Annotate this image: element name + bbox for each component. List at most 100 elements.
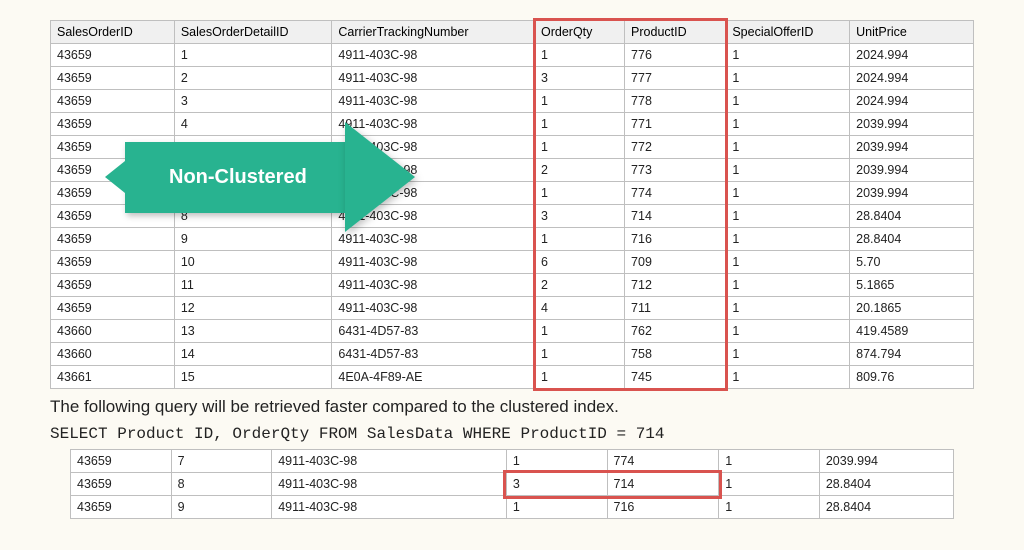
cell: 809.76: [850, 366, 974, 389]
cell: 3: [535, 67, 625, 90]
col-header: SpecialOfferID: [726, 21, 850, 44]
cell: 1: [719, 496, 820, 519]
cell: 2024.994: [850, 67, 974, 90]
arrow-label: Non-Clustered: [125, 142, 345, 213]
cell: 1: [535, 136, 625, 159]
cell: 1: [535, 182, 625, 205]
cell: 43661: [51, 366, 175, 389]
cell: 1: [174, 44, 332, 67]
cell: 874.794: [850, 343, 974, 366]
cell: 1: [506, 450, 607, 473]
cell: 3: [535, 205, 625, 228]
sql-query: SELECT Product ID, OrderQty FROM SalesDa…: [50, 425, 974, 443]
cell: 43659: [51, 274, 175, 297]
table-row: 4365994911-403C-981716128.8404: [71, 496, 954, 519]
cell: 43659: [71, 450, 172, 473]
cell: 1: [726, 228, 850, 251]
cell: 2024.994: [850, 90, 974, 113]
cell: 28.8404: [819, 496, 953, 519]
cell: 4911-403C-98: [272, 496, 507, 519]
cell: 1: [535, 366, 625, 389]
cell: 773: [625, 159, 726, 182]
cell: 777: [625, 67, 726, 90]
table-row: 43661154E0A-4F89-AE17451809.76: [51, 366, 974, 389]
cell: 13: [174, 320, 332, 343]
cell: 1: [535, 44, 625, 67]
cell: 3: [506, 473, 607, 496]
cell: 716: [607, 496, 719, 519]
cell: 1: [719, 473, 820, 496]
table-row: 4365914911-403C-98177612024.994: [51, 44, 974, 67]
cell: 2: [535, 159, 625, 182]
cell: 4911-403C-98: [332, 297, 535, 320]
cell: 2039.994: [850, 182, 974, 205]
table-row: 43660136431-4D57-8317621419.4589: [51, 320, 974, 343]
cell: 9: [171, 496, 272, 519]
cell: 1: [726, 320, 850, 343]
cell: 771: [625, 113, 726, 136]
cell: 43659: [51, 297, 175, 320]
cell: 2039.994: [850, 113, 974, 136]
col-header: CarrierTrackingNumber: [332, 21, 535, 44]
cell: 1: [535, 320, 625, 343]
cell: 43660: [51, 320, 175, 343]
cell: 762: [625, 320, 726, 343]
cell: 5.70: [850, 251, 974, 274]
cell: 12: [174, 297, 332, 320]
non-clustered-arrow: Non-Clustered: [125, 122, 415, 232]
cell: 778: [625, 90, 726, 113]
cell: 1: [726, 297, 850, 320]
cell: 43659: [71, 473, 172, 496]
cell: 6431-4D57-83: [332, 320, 535, 343]
cell: 712: [625, 274, 726, 297]
cell: 1: [719, 450, 820, 473]
cell: 774: [607, 450, 719, 473]
cell: 43660: [51, 343, 175, 366]
cell: 4911-403C-98: [332, 44, 535, 67]
cell: 2: [174, 67, 332, 90]
cell: 1: [726, 44, 850, 67]
cell: 43659: [51, 67, 175, 90]
cell: 4: [535, 297, 625, 320]
cell: 1: [535, 343, 625, 366]
cell: 709: [625, 251, 726, 274]
cell: 4911-403C-98: [332, 90, 535, 113]
cell: 15: [174, 366, 332, 389]
cell: 1: [726, 251, 850, 274]
cell: 1: [726, 136, 850, 159]
cell: 6: [535, 251, 625, 274]
cell: 1: [726, 182, 850, 205]
cell: 1: [726, 67, 850, 90]
cell: 43659: [51, 44, 175, 67]
cell: 758: [625, 343, 726, 366]
cell: 4911-403C-98: [332, 274, 535, 297]
cell: 711: [625, 297, 726, 320]
col-header: SalesOrderDetailID: [174, 21, 332, 44]
table-row: 4365924911-403C-98377712024.994: [51, 67, 974, 90]
cell: 772: [625, 136, 726, 159]
cell: 10: [174, 251, 332, 274]
cell: 2024.994: [850, 44, 974, 67]
cell: 745: [625, 366, 726, 389]
table-row: 4365984911-403C-983714128.8404: [71, 473, 954, 496]
cell: 714: [607, 473, 719, 496]
query-result-table: 4365974911-403C-98177412039.994436598491…: [70, 449, 954, 519]
main-table-container: SalesOrderIDSalesOrderDetailIDCarrierTra…: [50, 20, 974, 389]
cell: 7: [171, 450, 272, 473]
cell: 1: [726, 274, 850, 297]
col-header: ProductID: [625, 21, 726, 44]
cell: 1: [535, 113, 625, 136]
cell: 1: [535, 90, 625, 113]
cell: 1: [726, 159, 850, 182]
col-header: OrderQty: [535, 21, 625, 44]
cell: 28.8404: [850, 228, 974, 251]
cell: 14: [174, 343, 332, 366]
cell: 28.8404: [819, 473, 953, 496]
cell: 2: [535, 274, 625, 297]
cell: 3: [174, 90, 332, 113]
cell: 714: [625, 205, 726, 228]
cell: 419.4589: [850, 320, 974, 343]
table-row: 43660146431-4D57-8317581874.794: [51, 343, 974, 366]
cell: 1: [726, 366, 850, 389]
arrow-tip-icon: [345, 122, 415, 232]
